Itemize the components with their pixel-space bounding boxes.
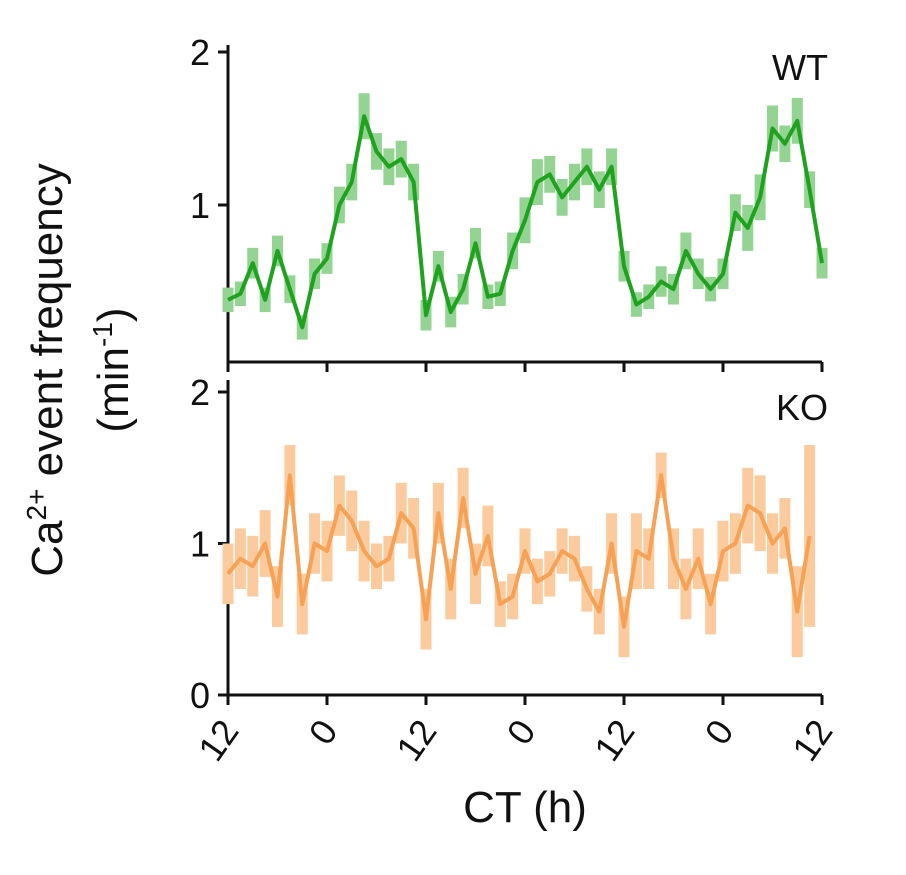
panel-label: WT [772, 47, 828, 88]
y-axis-label: (min-1) [87, 307, 138, 432]
data-line [227, 114, 824, 330]
y-label-part: ) [89, 307, 138, 322]
y-label-part: Ca [23, 520, 72, 577]
y-tick-label: 2 [190, 372, 210, 413]
y-tick-label: 1 [190, 524, 210, 565]
data-line [226, 473, 812, 629]
y-tick-label: 1 [190, 185, 210, 226]
x-tick-label: 0 [300, 712, 345, 752]
y-label-sup: 2+ [21, 489, 52, 521]
y-tick-label: 0 [190, 675, 210, 716]
x-tick-label: 12 [586, 712, 643, 768]
y-label-part: event frequency [23, 163, 72, 488]
x-tick-label: 0 [498, 712, 543, 752]
y-axis-label: Ca2+ event frequency [21, 163, 72, 577]
panel-label: KO [776, 387, 828, 428]
y-label-sup: -1 [87, 322, 118, 347]
y-tick-label: 2 [190, 32, 210, 73]
x-tick-label: 0 [696, 712, 741, 752]
x-tick-label: 12 [190, 712, 247, 768]
x-axis-label: CT (h) [463, 783, 587, 832]
x-tick-label: 12 [784, 712, 841, 768]
y-label-part: (min [89, 347, 138, 433]
x-tick-label: 12 [388, 712, 445, 768]
